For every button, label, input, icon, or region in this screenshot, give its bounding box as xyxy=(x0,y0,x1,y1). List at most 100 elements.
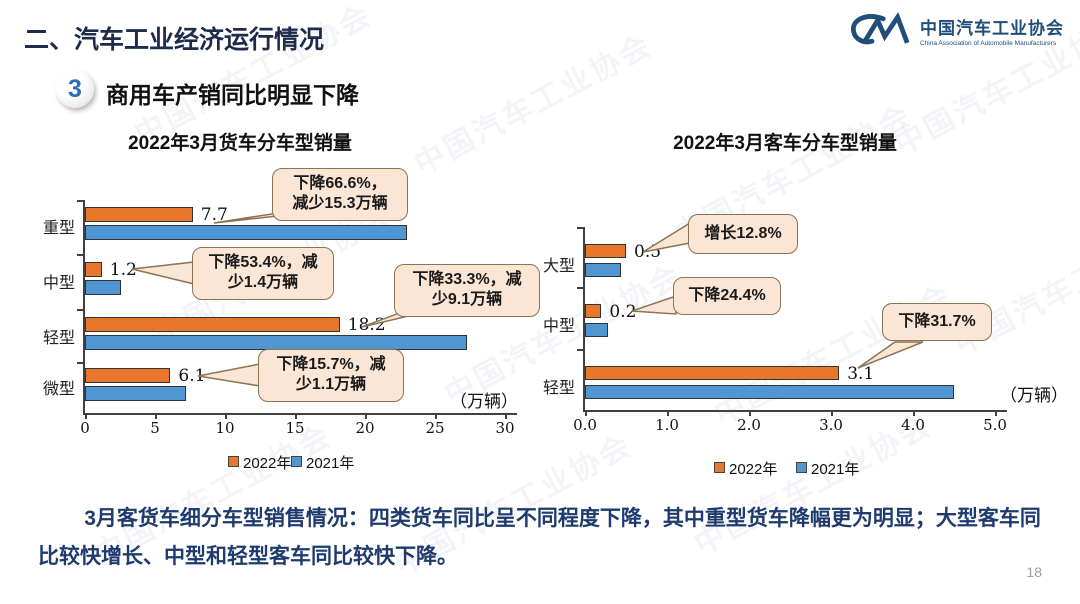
bar-2022-大型 xyxy=(585,244,626,258)
logo-en-name: China Association of Automobile Manufact… xyxy=(920,39,1057,47)
page-title: 二、汽车工业经济运行情况 xyxy=(24,26,325,54)
x-axis-tick xyxy=(155,413,157,419)
y-axis-tick xyxy=(77,200,84,202)
callout-line: 下降53.4%，减 xyxy=(208,254,318,271)
y-axis xyxy=(583,227,585,412)
category-label-微型: 微型 xyxy=(42,381,75,398)
callout-light-truck: 下降33.3%，减 少9.1万辆 xyxy=(394,264,540,317)
value-label: 0.5 xyxy=(634,242,662,262)
value-label: 7.7 xyxy=(200,205,228,225)
callout-line: 下降15.7%，减 xyxy=(276,356,386,373)
x-tick-label: 0.0 xyxy=(573,416,597,434)
legend-label-2021年: 2021年 xyxy=(811,461,860,478)
callout-line: 增长12.8% xyxy=(704,225,782,242)
cm-logo-icon xyxy=(851,11,910,45)
chart-title: 2022年3月客车分车型销量 xyxy=(673,133,897,154)
bar-2021-中型 xyxy=(585,323,608,337)
bar-2021-重型 xyxy=(85,225,407,240)
y-axis-tick xyxy=(77,309,84,311)
bar-2021-中型 xyxy=(85,280,121,295)
callout-line: 少1.4万辆 xyxy=(227,274,299,292)
section-number-badge: 3 xyxy=(56,70,94,108)
value-label: 6.1 xyxy=(178,366,206,386)
unit-label: （万辆） xyxy=(1000,386,1068,405)
x-axis-tick xyxy=(225,413,227,419)
bar-2022-轻型 xyxy=(585,366,839,380)
legend-swatch-2021年 xyxy=(796,462,807,473)
chart-title: 2022年3月货车分车型销量 xyxy=(128,133,352,154)
x-tick-label: 0 xyxy=(80,419,90,437)
y-axis-tick xyxy=(577,227,584,229)
callout-medium-bus: 下降24.4% xyxy=(673,277,781,316)
legend-swatch-2022年 xyxy=(228,456,239,467)
category-label-中型: 中型 xyxy=(42,275,75,292)
bar-2022-中型 xyxy=(85,262,102,277)
callout-mini-truck: 下降15.7%，减 少1.1万辆 xyxy=(258,349,404,402)
bar-2021-大型 xyxy=(585,263,621,277)
summary-text: 3月客货车细分车型销售情况：四类货车同比呈不同程度下降，其中重型货车降幅更为明显… xyxy=(38,507,1041,568)
x-tick-label: 3.0 xyxy=(819,416,843,434)
category-label-轻型: 轻型 xyxy=(42,330,75,347)
callout-line: 下降33.3%，减 xyxy=(412,271,522,288)
callout-line: 少1.1万辆 xyxy=(295,376,367,394)
y-axis-tick xyxy=(77,362,84,364)
callout-line: 少9.1万辆 xyxy=(431,291,503,309)
logo-text: 中国汽车工业协会 China Association of Automobile… xyxy=(920,14,1064,47)
unit-label: （万辆） xyxy=(450,392,518,411)
bar-2022-重型 xyxy=(85,207,193,222)
x-tick-label: 5 xyxy=(150,419,160,437)
x-axis-tick xyxy=(365,413,367,419)
value-label: 1.2 xyxy=(109,260,137,280)
x-axis-tick xyxy=(831,410,833,416)
y-axis-tick xyxy=(77,254,84,256)
x-axis-tick xyxy=(585,410,587,416)
x-axis-tick xyxy=(667,410,669,416)
section-title: 商用车产销同比明显下降 xyxy=(106,82,359,108)
callout-large-bus: 增长12.8% xyxy=(688,214,798,255)
x-axis-tick xyxy=(295,413,297,419)
x-tick-label: 25 xyxy=(425,419,445,437)
x-tick-label: 1.0 xyxy=(655,416,679,434)
callout-medium-truck: 下降53.4%，减 少1.4万辆 xyxy=(192,247,334,300)
x-tick-label: 30 xyxy=(495,419,515,437)
legend-label-2022年: 2022年 xyxy=(243,455,292,472)
bar-2021-轻型 xyxy=(585,385,954,399)
x-axis xyxy=(83,413,517,415)
bar-2021-微型 xyxy=(85,386,186,401)
x-tick-label: 4.0 xyxy=(901,416,925,434)
value-label: 0.2 xyxy=(609,302,637,322)
bar-2021-轻型 xyxy=(85,335,467,350)
y-axis-tick xyxy=(577,287,584,289)
bar-2022-微型 xyxy=(85,368,170,383)
legend-label-2022年: 2022年 xyxy=(729,461,778,478)
legend-swatch-2022年 xyxy=(714,462,725,473)
x-tick-label: 2.0 xyxy=(737,416,761,434)
legend-swatch-2021年 xyxy=(291,456,302,467)
x-axis-tick xyxy=(913,410,915,416)
category-label-重型: 重型 xyxy=(42,220,75,237)
bar-2022-中型 xyxy=(585,304,601,318)
y-axis-tick xyxy=(577,349,584,351)
bar-2022-轻型 xyxy=(85,317,340,332)
value-label: 18.2 xyxy=(347,315,386,335)
category-label-中型: 中型 xyxy=(542,318,575,335)
callout-heavy-truck: 下降66.6%， 减少15.3万辆 xyxy=(272,168,408,221)
callout-line: 下降66.6%， xyxy=(293,175,387,192)
page-number: 18 xyxy=(1026,564,1042,580)
y-axis xyxy=(83,200,85,415)
x-tick-label: 15 xyxy=(285,419,305,437)
x-axis-tick xyxy=(995,410,997,416)
callout-line: 下降24.4% xyxy=(688,287,766,304)
x-tick-label: 5.0 xyxy=(983,416,1007,434)
x-tick-label: 20 xyxy=(355,419,375,437)
value-label: 3.1 xyxy=(847,364,875,384)
x-axis xyxy=(583,410,1007,412)
x-axis-tick xyxy=(749,410,751,416)
logo-cn-name: 中国汽车工业协会 xyxy=(920,18,1064,38)
category-label-轻型: 轻型 xyxy=(542,380,575,397)
x-axis-tick xyxy=(85,413,87,419)
x-axis-tick xyxy=(435,413,437,419)
legend-label-2021年: 2021年 xyxy=(306,455,355,472)
callout-line: 减少15.3万辆 xyxy=(292,195,388,213)
